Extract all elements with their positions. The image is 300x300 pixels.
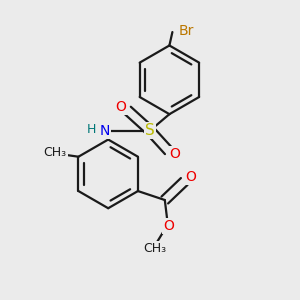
- Text: S: S: [145, 123, 155, 138]
- Text: O: O: [169, 148, 181, 161]
- Text: N: N: [99, 124, 110, 138]
- Text: O: O: [185, 170, 196, 184]
- Text: CH₃: CH₃: [143, 242, 167, 255]
- Text: O: O: [163, 219, 174, 233]
- Text: Br: Br: [178, 24, 194, 38]
- Text: H: H: [86, 124, 96, 136]
- Text: CH₃: CH₃: [44, 146, 67, 159]
- Text: O: O: [116, 100, 127, 114]
